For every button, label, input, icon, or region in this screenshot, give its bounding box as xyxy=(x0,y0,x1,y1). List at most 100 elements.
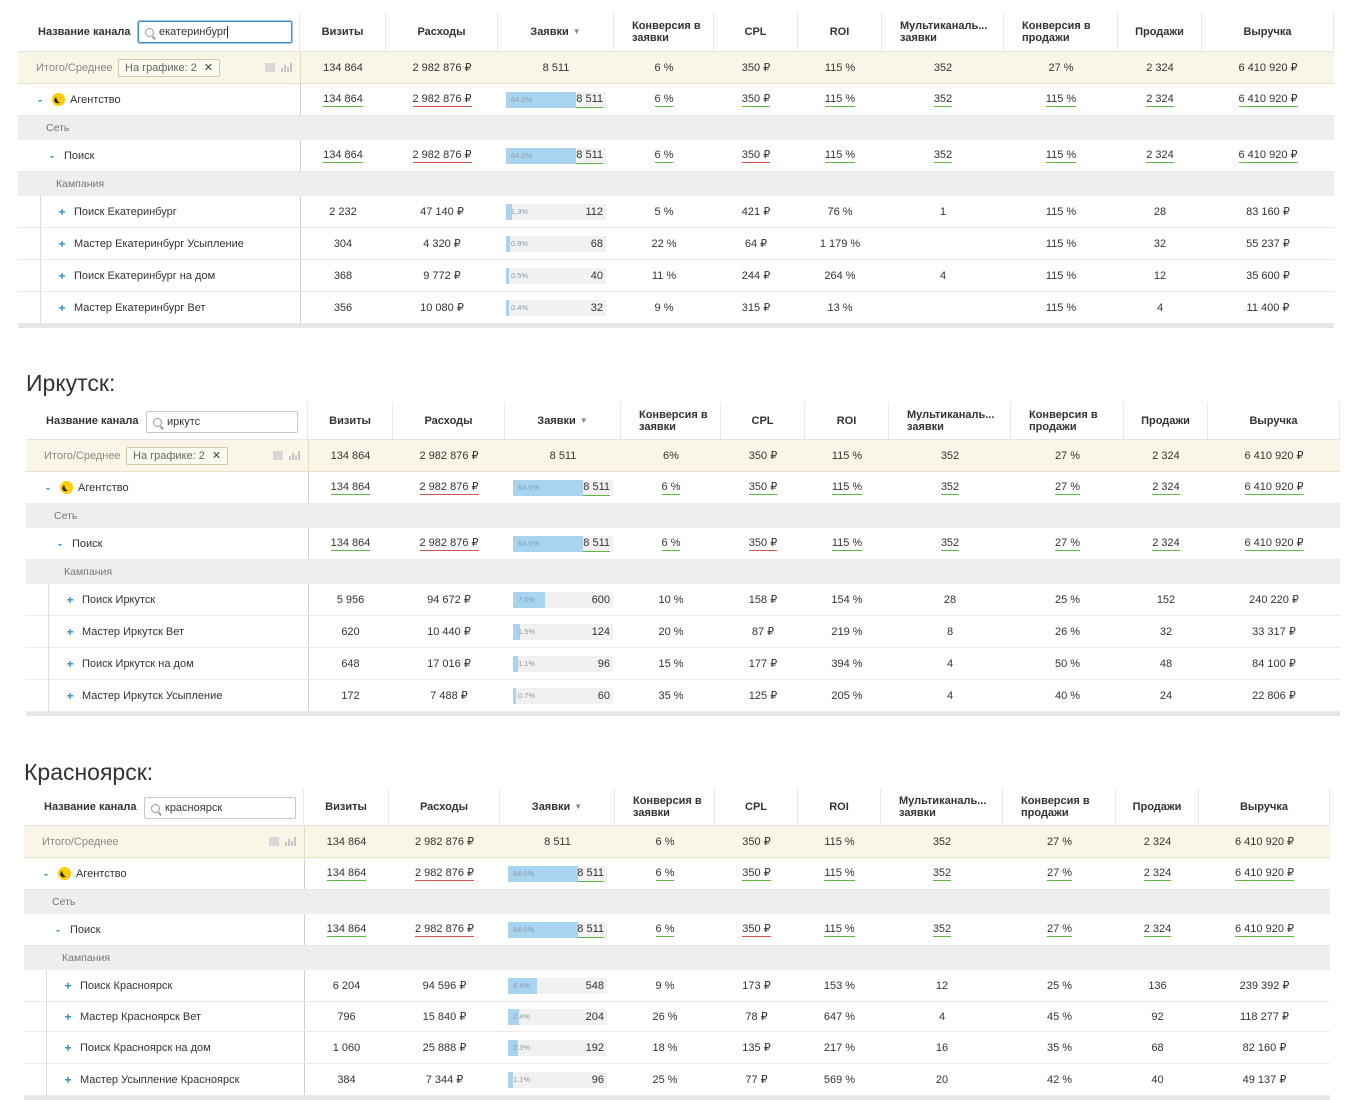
collapse-toggle[interactable]: - xyxy=(56,922,60,937)
cell-6[interactable]: 115 % xyxy=(798,914,881,945)
agency-name[interactable]: - Агентство xyxy=(36,84,121,115)
expand-toggle[interactable]: + xyxy=(64,1009,72,1024)
cell-1[interactable]: 134 864 xyxy=(300,84,386,115)
cell-1[interactable]: 134 864 xyxy=(304,914,389,945)
cell-9[interactable]: 2 324 xyxy=(1118,84,1202,115)
cell-1[interactable]: 134 864 xyxy=(308,528,393,559)
sort-desc-icon[interactable]: ▼ xyxy=(572,26,581,36)
campaign-name[interactable]: + Мастер Иркутск Вет xyxy=(66,616,184,647)
cell-2[interactable]: 2 982 876 ₽ xyxy=(393,528,505,559)
cell-5[interactable]: 350 ₽ xyxy=(715,914,798,945)
expand-toggle[interactable]: + xyxy=(66,624,74,639)
cell-1[interactable]: 134 864 xyxy=(300,140,386,171)
cell-5[interactable]: 350 ₽ xyxy=(714,140,798,171)
sort-desc-icon[interactable]: ▼ xyxy=(579,415,588,425)
cell-8[interactable]: 115 % xyxy=(1004,140,1118,171)
campaign-name[interactable]: + Поиск Красноярск xyxy=(64,970,172,1001)
on-chart-filter-chip[interactable]: На графике: 2 ✕ xyxy=(118,59,221,77)
cell-5[interactable]: 350 ₽ xyxy=(721,528,805,559)
channel-search-input[interactable]: красноярск xyxy=(144,797,296,819)
expand-toggle[interactable]: + xyxy=(64,978,72,993)
sort-desc-icon[interactable]: ▼ xyxy=(574,801,583,811)
cell-4[interactable]: 6 % xyxy=(614,140,714,171)
column-header[interactable]: Заявки ▼ xyxy=(505,402,621,439)
campaign-name[interactable]: + Поиск Екатеринбург xyxy=(58,196,176,227)
cell-2[interactable]: 2 982 876 ₽ xyxy=(386,140,498,171)
close-icon[interactable]: ✕ xyxy=(203,62,214,74)
cell-3[interactable]: 64.0% 8 511 xyxy=(505,528,621,559)
cell-3[interactable]: 64.0% 8 511 xyxy=(498,140,614,171)
chart-view-icon[interactable] xyxy=(285,837,296,846)
cell-2[interactable]: 2 982 876 ₽ xyxy=(389,858,500,889)
cell-6[interactable]: 115 % xyxy=(805,472,889,503)
cell-10[interactable]: 6 410 920 ₽ xyxy=(1202,84,1334,115)
cell-10[interactable]: 6 410 920 ₽ xyxy=(1202,140,1334,171)
cell-9[interactable]: 2 324 xyxy=(1124,528,1208,559)
table-view-icon[interactable] xyxy=(273,451,283,460)
channel-search-input[interactable]: иркутс xyxy=(146,411,298,433)
collapse-toggle[interactable]: - xyxy=(38,92,42,107)
cell-7[interactable]: 352 xyxy=(889,528,1011,559)
campaign-name[interactable]: + Мастер Екатеринбург Усыпление xyxy=(58,228,243,259)
net-name[interactable]: - Поиск xyxy=(48,140,94,171)
on-chart-filter-chip[interactable]: На графике: 2 ✕ xyxy=(126,447,229,465)
campaign-name[interactable]: + Поиск Иркутск на дом xyxy=(66,648,193,679)
cell-10[interactable]: 6 410 920 ₽ xyxy=(1199,914,1330,945)
cell-3[interactable]: 64.0% 8 511 xyxy=(498,84,614,115)
cell-4[interactable]: 6 % xyxy=(615,914,715,945)
collapse-toggle[interactable]: - xyxy=(44,866,48,881)
cell-8[interactable]: 27 % xyxy=(1003,914,1116,945)
table-view-icon[interactable] xyxy=(269,837,279,846)
cell-1[interactable]: 134 864 xyxy=(308,472,393,503)
campaign-name[interactable]: + Поиск Екатеринбург на дом xyxy=(58,260,215,291)
cell-8[interactable]: 115 % xyxy=(1004,84,1118,115)
campaign-name[interactable]: + Поиск Иркутск xyxy=(66,584,155,615)
agency-name[interactable]: - Агентство xyxy=(42,858,127,889)
net-name[interactable]: - Поиск xyxy=(56,528,102,559)
cell-6[interactable]: 115 % xyxy=(805,528,889,559)
cell-7[interactable]: 352 xyxy=(889,472,1011,503)
close-icon[interactable]: ✕ xyxy=(211,450,222,462)
cell-9[interactable]: 2 324 xyxy=(1116,914,1199,945)
collapse-toggle[interactable]: - xyxy=(50,148,54,163)
cell-9[interactable]: 2 324 xyxy=(1116,858,1199,889)
cell-7[interactable]: 352 xyxy=(882,84,1004,115)
channel-search-input[interactable]: екатеринбург xyxy=(138,21,292,43)
cell-3[interactable]: 64.0% 8 511 xyxy=(500,858,615,889)
cell-6[interactable]: 115 % xyxy=(798,140,882,171)
cell-2[interactable]: 2 982 876 ₽ xyxy=(386,84,498,115)
cell-10[interactable]: 6 410 920 ₽ xyxy=(1208,528,1340,559)
cell-9[interactable]: 2 324 xyxy=(1124,472,1208,503)
chart-view-icon[interactable] xyxy=(281,63,292,72)
expand-toggle[interactable]: + xyxy=(58,204,66,219)
cell-7[interactable]: 352 xyxy=(881,858,1003,889)
cell-6[interactable]: 115 % xyxy=(798,858,881,889)
expand-toggle[interactable]: + xyxy=(58,300,66,315)
campaign-name[interactable]: + Мастер Иркутск Усыпление xyxy=(66,680,222,711)
cell-4[interactable]: 6 % xyxy=(621,528,721,559)
cell-3[interactable]: 64.0% 8 511 xyxy=(505,472,621,503)
cell-8[interactable]: 27 % xyxy=(1011,528,1124,559)
expand-toggle[interactable]: + xyxy=(58,236,66,251)
collapse-toggle[interactable]: - xyxy=(46,480,50,495)
cell-2[interactable]: 2 982 876 ₽ xyxy=(393,472,505,503)
campaign-name[interactable]: + Поиск Красноярск на дом xyxy=(64,1032,210,1063)
expand-toggle[interactable]: + xyxy=(66,688,74,703)
expand-toggle[interactable]: + xyxy=(66,656,74,671)
cell-2[interactable]: 2 982 876 ₽ xyxy=(389,914,500,945)
column-header[interactable]: Заявки ▼ xyxy=(498,12,614,51)
cell-9[interactable]: 2 324 xyxy=(1118,140,1202,171)
expand-toggle[interactable]: + xyxy=(64,1072,72,1087)
campaign-name[interactable]: + Мастер Екатеринбург Вет xyxy=(58,292,205,323)
agency-name[interactable]: - Агентство xyxy=(44,472,129,503)
cell-10[interactable]: 6 410 920 ₽ xyxy=(1208,472,1340,503)
column-header[interactable]: Заявки ▼ xyxy=(500,788,615,825)
expand-toggle[interactable]: + xyxy=(64,1040,72,1055)
cell-7[interactable]: 352 xyxy=(882,140,1004,171)
expand-toggle[interactable]: + xyxy=(66,592,74,607)
cell-10[interactable]: 6 410 920 ₽ xyxy=(1199,858,1330,889)
cell-6[interactable]: 115 % xyxy=(798,84,882,115)
expand-toggle[interactable]: + xyxy=(58,268,66,283)
collapse-toggle[interactable]: - xyxy=(58,536,62,551)
table-view-icon[interactable] xyxy=(265,63,275,72)
